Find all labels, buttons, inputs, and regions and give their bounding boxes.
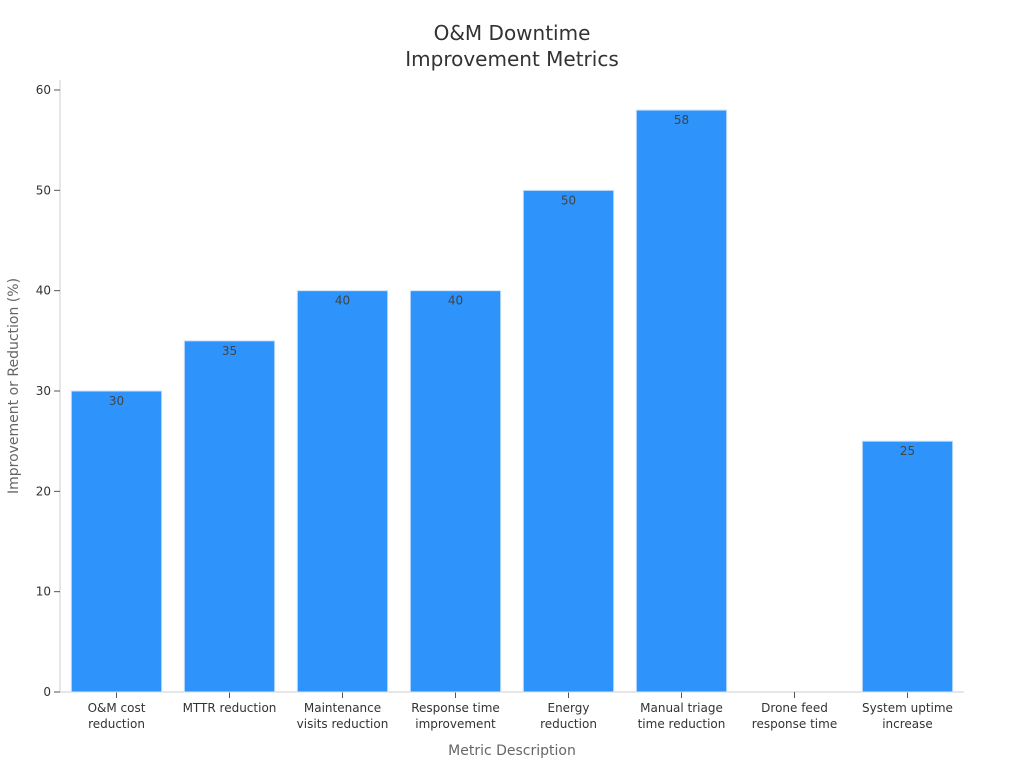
x-axis <box>60 691 964 698</box>
x-tick-label: Maintenance <box>304 701 381 715</box>
bar <box>522 189 615 693</box>
x-tick-label: Energy <box>547 701 589 715</box>
bar-value-label: 40 <box>335 294 350 308</box>
bar-value-label: 58 <box>674 113 689 127</box>
y-tick-label: 50 <box>36 183 51 197</box>
x-tick-label: visits reduction <box>297 717 389 731</box>
x-tick-label: improvement <box>415 717 496 731</box>
bars: 30 35 40 40 50 58 25 <box>70 109 954 693</box>
x-tick-label: Manual triage <box>640 701 723 715</box>
y-tick-label: 0 <box>43 685 51 699</box>
bar <box>409 290 502 693</box>
bar-value-label: 35 <box>222 344 237 358</box>
bar <box>183 340 276 693</box>
y-tick-label: 10 <box>36 585 51 599</box>
bar <box>861 440 954 693</box>
bar <box>635 109 728 693</box>
bar <box>70 390 163 693</box>
x-tick-label: MTTR reduction <box>183 701 277 715</box>
bar-value-label: 40 <box>448 294 463 308</box>
x-tick-label: Response time <box>411 701 500 715</box>
x-axis-title: Metric Description <box>448 743 576 759</box>
chart-title-line-1: O&M Downtime <box>434 21 591 45</box>
x-tick-label: reduction <box>540 717 597 731</box>
x-tick-label: response time <box>752 717 837 731</box>
x-tick-label: Drone feed <box>761 701 828 715</box>
y-axis-title: Improvement or Reduction (%) <box>6 278 22 494</box>
y-tick-label: 60 <box>36 83 51 97</box>
bar-value-label: 50 <box>561 193 576 207</box>
bar-value-label: 25 <box>900 444 915 458</box>
x-tick-labels: O&M cost reduction MTTR reduction Maintenan… <box>88 701 953 731</box>
x-tick-label: System uptime <box>862 701 953 715</box>
bar-value-label: 30 <box>109 394 124 408</box>
y-tick-label: 40 <box>36 284 51 298</box>
chart-title-line-2: Improvement Metrics <box>405 47 619 71</box>
y-axis: 0 10 20 30 40 50 60 <box>36 80 61 699</box>
y-tick-label: 30 <box>36 384 51 398</box>
x-tick-label: O&M cost <box>88 701 146 715</box>
x-tick-label: increase <box>882 717 933 731</box>
y-tick-label: 20 <box>36 484 51 498</box>
x-tick-label: time reduction <box>638 717 726 731</box>
bar <box>296 290 389 693</box>
x-tick-label: reduction <box>88 717 145 731</box>
